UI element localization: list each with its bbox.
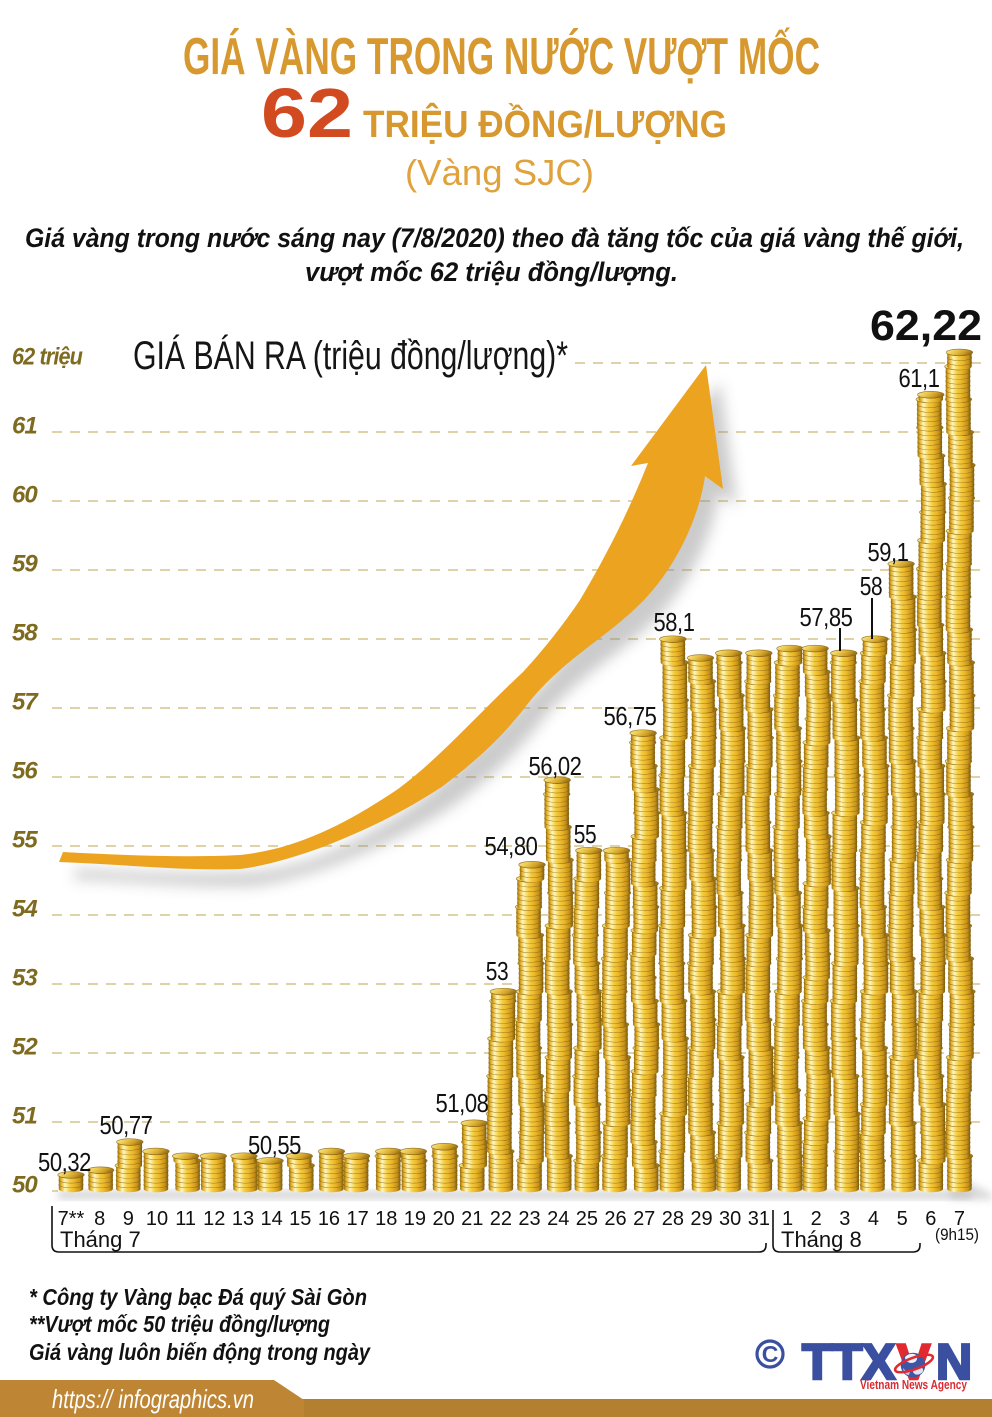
svg-text:17: 17 <box>346 1208 368 1230</box>
svg-text:21: 21 <box>461 1208 483 1230</box>
svg-text:X: X <box>862 1334 895 1390</box>
svg-text:58: 58 <box>12 620 38 647</box>
svg-text:28: 28 <box>662 1208 684 1230</box>
svg-text:20: 20 <box>432 1208 454 1230</box>
svg-text:30: 30 <box>719 1208 741 1230</box>
svg-text:18: 18 <box>375 1208 397 1230</box>
svg-text:56,02: 56,02 <box>529 751 582 781</box>
svg-text:11: 11 <box>175 1208 196 1230</box>
svg-text:23: 23 <box>518 1208 540 1230</box>
svg-text:59,1: 59,1 <box>868 537 909 567</box>
svg-text:62 triệu: 62 triệu <box>12 344 83 371</box>
svg-text:54: 54 <box>12 896 37 923</box>
svg-text:53: 53 <box>486 956 509 986</box>
svg-text:53: 53 <box>12 965 38 992</box>
svg-text:7**: 7** <box>58 1208 85 1230</box>
svg-text:59: 59 <box>12 551 38 578</box>
svg-text:GIÁ BÁN RA (triệu đồng/lượng)*: GIÁ BÁN RA (triệu đồng/lượng)* <box>133 333 568 378</box>
svg-text:50,32: 50,32 <box>38 1147 91 1177</box>
svg-text:9: 9 <box>123 1208 134 1230</box>
svg-text:* Công ty Vàng bạc Đá quý Sài: * Công ty Vàng bạc Đá quý Sài Gòn <box>29 1284 367 1310</box>
svg-text:5: 5 <box>897 1208 908 1230</box>
svg-text:2: 2 <box>811 1208 822 1230</box>
svg-text:Giá vàng trong nước sáng nay (: Giá vàng trong nước sáng nay (7/8/2020) … <box>25 223 964 253</box>
svg-text:58: 58 <box>860 571 883 601</box>
svg-text:7: 7 <box>954 1208 965 1230</box>
svg-text:58,1: 58,1 <box>654 607 695 637</box>
svg-text:54,80: 54,80 <box>485 831 538 861</box>
svg-text:55: 55 <box>574 819 597 849</box>
svg-text:55: 55 <box>12 827 38 854</box>
svg-text:T: T <box>802 1334 833 1390</box>
svg-text:56,75: 56,75 <box>604 701 657 731</box>
svg-text:22: 22 <box>490 1208 512 1230</box>
svg-text:Tháng 8: Tháng 8 <box>781 1227 862 1252</box>
svg-text:14: 14 <box>260 1208 282 1230</box>
svg-text:51: 51 <box>12 1103 37 1130</box>
svg-text:27: 27 <box>633 1208 655 1230</box>
svg-text:57: 57 <box>12 689 39 716</box>
svg-text:61: 61 <box>12 413 37 440</box>
svg-text:16: 16 <box>318 1208 340 1230</box>
svg-text:TRIỆU ĐỒNG/LƯỢNG: TRIỆU ĐỒNG/LƯỢNG <box>363 102 727 146</box>
svg-text:8: 8 <box>94 1208 105 1230</box>
svg-text:10: 10 <box>146 1208 168 1230</box>
svg-text:60: 60 <box>12 482 38 509</box>
svg-text:Vietnam News Agency: Vietnam News Agency <box>860 1378 967 1392</box>
svg-text:6: 6 <box>925 1208 936 1230</box>
svg-text:(9h15): (9h15) <box>935 1225 979 1244</box>
svg-text:Giá vàng luôn biến động trong: Giá vàng luôn biến động trong ngày <box>29 1339 371 1365</box>
svg-text:GIÁ VÀNG TRONG NƯỚC VƯỢT MỐC: GIÁ VÀNG TRONG NƯỚC VƯỢT MỐC <box>183 27 820 86</box>
svg-text:31: 31 <box>748 1208 770 1230</box>
svg-text:51,08: 51,08 <box>436 1088 489 1118</box>
svg-text:25: 25 <box>576 1208 598 1230</box>
svg-text:29: 29 <box>690 1208 712 1230</box>
svg-text:C: C <box>762 1341 779 1367</box>
svg-text:Tháng 7: Tháng 7 <box>60 1227 141 1252</box>
svg-text:57,85: 57,85 <box>800 602 853 632</box>
svg-text:61,1: 61,1 <box>899 363 940 393</box>
svg-text:56: 56 <box>12 758 38 785</box>
svg-text:4: 4 <box>868 1208 879 1230</box>
svg-text:50: 50 <box>12 1172 38 1199</box>
svg-text:19: 19 <box>404 1208 426 1230</box>
svg-text:**Vượt mốc 50 triệu đồng/lượng: **Vượt mốc 50 triệu đồng/lượng <box>29 1311 330 1337</box>
svg-text:(Vàng SJC): (Vàng SJC) <box>405 152 594 193</box>
svg-text:50,55: 50,55 <box>248 1130 301 1160</box>
svg-text:26: 26 <box>604 1208 626 1230</box>
svg-text:62: 62 <box>261 74 353 152</box>
svg-text:T: T <box>832 1334 863 1390</box>
svg-text:24: 24 <box>547 1208 569 1230</box>
svg-text:52: 52 <box>12 1034 38 1061</box>
svg-text:N: N <box>936 1334 972 1390</box>
svg-text:13: 13 <box>232 1208 254 1230</box>
svg-text:vượt mốc 62 triệu đồng/lượng.: vượt mốc 62 triệu đồng/lượng. <box>305 257 678 287</box>
svg-text:https:// infographics.vn: https:// infographics.vn <box>52 1384 254 1414</box>
svg-text:1: 1 <box>782 1208 793 1230</box>
svg-text:12: 12 <box>203 1208 225 1230</box>
svg-text:62,22: 62,22 <box>870 302 982 350</box>
svg-text:3: 3 <box>839 1208 850 1230</box>
svg-text:50,77: 50,77 <box>100 1110 153 1140</box>
svg-text:15: 15 <box>289 1208 311 1230</box>
